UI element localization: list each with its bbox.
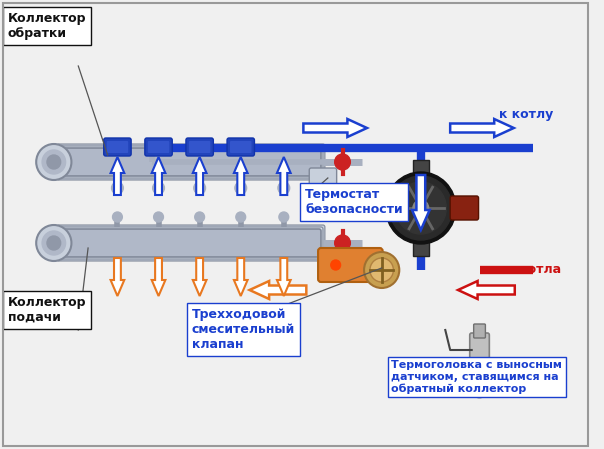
Polygon shape (412, 175, 429, 230)
Polygon shape (277, 258, 291, 296)
Circle shape (279, 212, 289, 222)
Polygon shape (234, 157, 248, 195)
FancyBboxPatch shape (59, 227, 323, 259)
FancyBboxPatch shape (148, 141, 169, 153)
FancyBboxPatch shape (470, 333, 489, 365)
Text: Термостат
безопасности: Термостат безопасности (306, 188, 403, 216)
FancyBboxPatch shape (186, 138, 213, 156)
Polygon shape (152, 258, 165, 296)
Circle shape (390, 176, 452, 240)
Circle shape (42, 150, 66, 174)
Polygon shape (111, 157, 124, 195)
Text: Трехходовой
смесительный
клапан: Трехходовой смесительный клапан (192, 308, 295, 351)
Circle shape (335, 154, 350, 170)
Circle shape (396, 182, 446, 234)
Circle shape (47, 155, 60, 169)
Circle shape (385, 172, 456, 244)
Circle shape (413, 200, 429, 216)
Circle shape (335, 235, 350, 251)
FancyBboxPatch shape (59, 146, 323, 178)
Circle shape (36, 144, 71, 180)
Circle shape (194, 182, 205, 194)
Circle shape (474, 386, 486, 398)
Circle shape (112, 182, 123, 194)
FancyBboxPatch shape (104, 138, 131, 156)
Polygon shape (193, 157, 207, 195)
FancyBboxPatch shape (60, 229, 321, 257)
Polygon shape (152, 157, 165, 195)
Circle shape (42, 231, 66, 255)
Circle shape (153, 212, 164, 222)
Polygon shape (450, 119, 514, 137)
Polygon shape (193, 258, 207, 296)
Circle shape (194, 212, 205, 222)
FancyBboxPatch shape (227, 138, 254, 156)
FancyBboxPatch shape (318, 248, 383, 282)
FancyBboxPatch shape (107, 141, 128, 153)
FancyBboxPatch shape (413, 240, 429, 256)
Text: от котла: от котла (499, 263, 561, 276)
Circle shape (331, 260, 341, 270)
FancyBboxPatch shape (145, 138, 172, 156)
FancyBboxPatch shape (60, 148, 321, 176)
FancyBboxPatch shape (413, 160, 429, 176)
Text: Коллектор
подачи: Коллектор подачи (8, 296, 86, 324)
FancyBboxPatch shape (230, 141, 251, 153)
FancyBboxPatch shape (474, 324, 486, 338)
Text: к котлу: к котлу (499, 108, 553, 121)
FancyBboxPatch shape (189, 141, 210, 153)
Polygon shape (234, 258, 248, 296)
Circle shape (370, 258, 393, 282)
Circle shape (153, 182, 164, 194)
FancyBboxPatch shape (450, 196, 478, 220)
Circle shape (236, 212, 246, 222)
Circle shape (278, 182, 290, 194)
FancyBboxPatch shape (57, 225, 325, 261)
FancyBboxPatch shape (309, 168, 336, 192)
Polygon shape (303, 119, 367, 137)
Text: Коллектор
обратки: Коллектор обратки (8, 12, 86, 40)
Circle shape (235, 182, 246, 194)
Polygon shape (277, 157, 291, 195)
Circle shape (364, 252, 399, 288)
Circle shape (112, 212, 123, 222)
Circle shape (47, 236, 60, 250)
Circle shape (36, 225, 71, 261)
Text: Термоголовка с выносным
датчиком, ставящимся на
обратный коллектор: Термоголовка с выносным датчиком, ставящ… (391, 360, 562, 394)
Polygon shape (249, 281, 306, 299)
Polygon shape (458, 281, 515, 299)
FancyBboxPatch shape (57, 144, 325, 180)
Polygon shape (111, 258, 124, 296)
